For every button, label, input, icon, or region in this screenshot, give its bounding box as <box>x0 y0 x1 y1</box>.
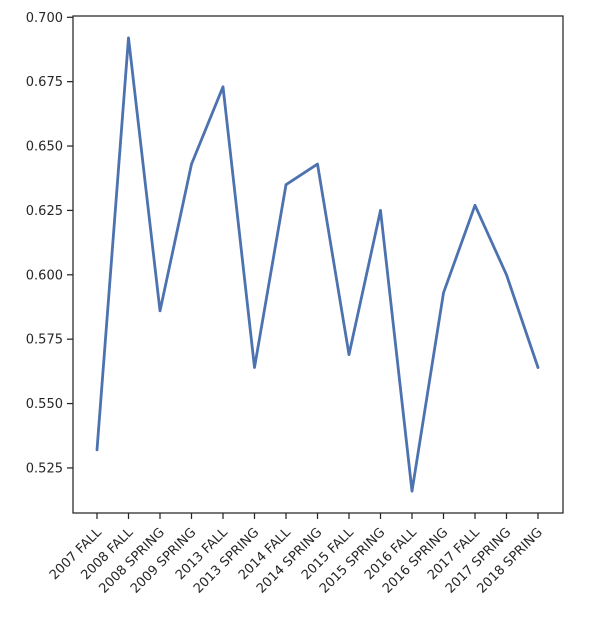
y-tick-label: 0.650 <box>26 140 63 155</box>
data-point <box>442 291 445 295</box>
data-point <box>316 162 319 166</box>
data-point <box>221 85 225 89</box>
y-tick-label: 0.675 <box>26 75 63 90</box>
data-point <box>536 366 540 369</box>
data-point <box>158 309 162 313</box>
y-tick-label: 0.700 <box>26 11 63 26</box>
plot-frame <box>72 15 564 514</box>
data-point <box>379 209 382 212</box>
data-point <box>473 204 477 207</box>
data-point <box>347 353 351 356</box>
y-tick-label: 0.625 <box>26 204 63 219</box>
data-point <box>190 162 193 166</box>
data-point <box>505 273 508 277</box>
y-tick-label: 0.575 <box>26 333 63 348</box>
y-tick-label: 0.525 <box>26 461 63 476</box>
data-point <box>127 36 130 40</box>
data-point <box>410 489 414 493</box>
y-tick-label: 0.600 <box>26 268 63 283</box>
data-point <box>284 183 288 186</box>
data-point <box>253 366 256 369</box>
y-tick-label: 0.550 <box>26 397 63 412</box>
series-layer <box>95 36 540 493</box>
plot-area <box>73 16 563 513</box>
data-point <box>95 448 99 452</box>
y-axis: 0.525 0.550 0.575 0.600 0.625 0.650 0.675 0.700 <box>26 11 73 476</box>
